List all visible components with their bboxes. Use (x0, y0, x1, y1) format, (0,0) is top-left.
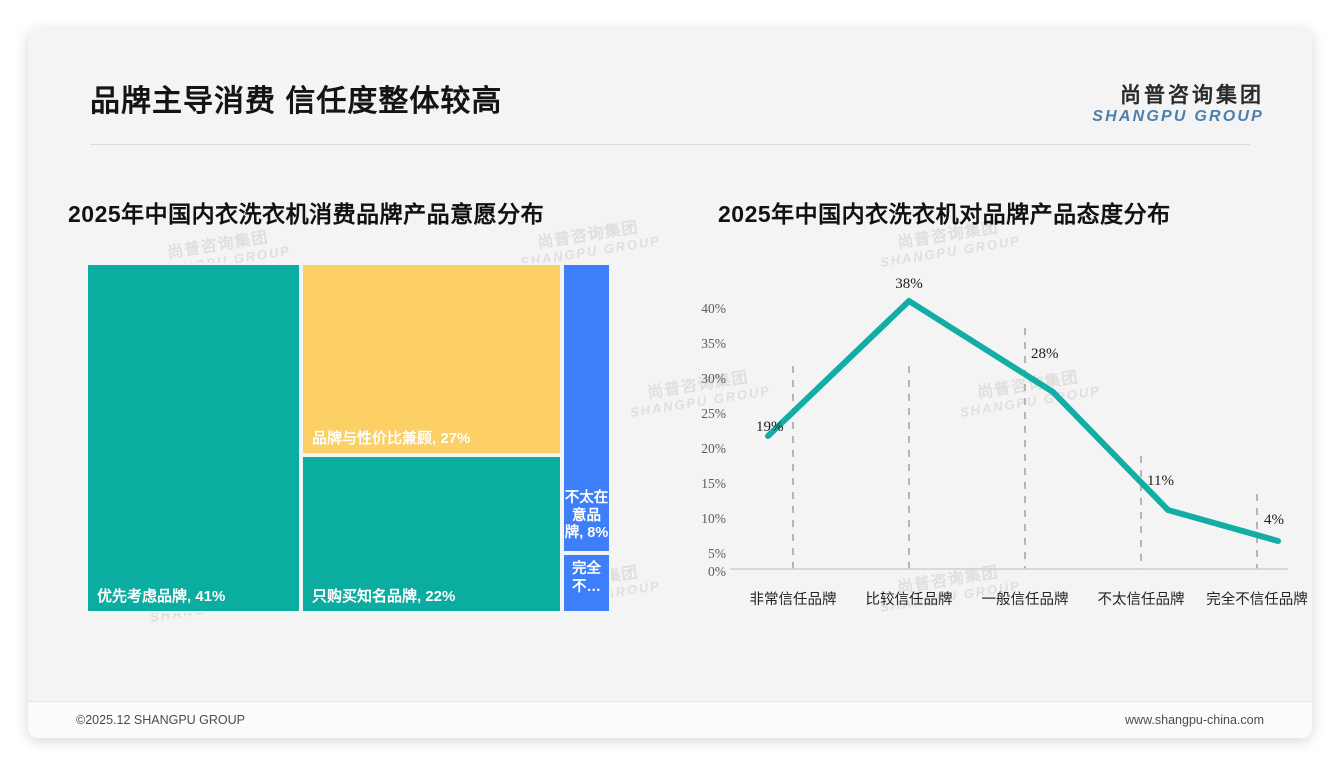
data-label: 4% (1264, 512, 1284, 528)
brand-logo-en: SHANGPU GROUP (1092, 107, 1264, 125)
data-series-line[interactable] (765, 298, 1281, 544)
x-axis-label-low-trust: 不太信任品牌 (1097, 592, 1185, 608)
line-chart: 40% 35% 30% 25% 20% 15% 10% 5% 0% 19% 38… (668, 266, 1308, 626)
x-axis-label-very-trust: 非常信任品牌 (749, 592, 837, 608)
slide-canvas: 尚普咨询集团 SHANGPU GROUP 尚普咨询集团 SHANGPU GROU… (28, 28, 1312, 738)
y-tick-label: 35% (701, 336, 726, 351)
watermark-en: SHANGPU GROUP (878, 232, 1022, 270)
y-tick-label: 0% (708, 564, 726, 579)
slide-header: 品牌主导消费 信任度整体较高 尚普咨询集团 SHANGPU GROUP (28, 28, 1312, 146)
y-tick-label: 25% (701, 406, 726, 421)
treemap-cell-brand-and-value[interactable]: 品牌与性价比兼顾, 27% (301, 263, 562, 455)
x-axis-label-somewhat-trust: 比较信任品牌 (865, 592, 953, 608)
treemap-cell-priority-brand[interactable]: 优先考虑品牌, 41% (86, 263, 301, 613)
treemap-cell-low-brand-care[interactable]: 不太在意品牌, 8% (562, 263, 611, 553)
y-tick-label: 40% (701, 301, 726, 316)
y-tick-label: 5% (708, 546, 726, 561)
treemap-cell-famous-brand-only[interactable]: 只购买知名品牌, 22% (301, 455, 562, 613)
treemap-cell-label: 优先考虑品牌, 41% (97, 587, 226, 605)
data-label: 38% (895, 276, 923, 292)
right-chart-title: 2025年中国内衣洗衣机对品牌产品态度分布 (718, 201, 1171, 227)
data-label: 11% (1147, 473, 1174, 489)
x-axis-label-neutral-trust: 一般信任品牌 (981, 592, 1069, 608)
treemap-cell-label: 只购买知名品牌, 22% (312, 587, 456, 605)
slide-footer: ©2025.12 SHANGPU GROUP www.shangpu-china… (28, 701, 1312, 738)
left-chart-title: 2025年中国内衣洗衣机消费品牌产品意愿分布 (68, 201, 545, 227)
y-tick-label: 20% (701, 441, 726, 456)
treemap-cell-label: 完全不… (572, 561, 601, 595)
treemap-cell-label: 不太在意品牌, 8% (564, 489, 609, 542)
y-tick-label: 15% (701, 476, 726, 491)
brand-logo: 尚普咨询集团 SHANGPU GROUP (1092, 84, 1264, 125)
y-tick-label: 30% (701, 371, 726, 386)
treemap-cell-no-brand-care[interactable]: 完全不… (562, 553, 611, 613)
data-label: 28% (1031, 346, 1059, 362)
watermark-cn: 尚普咨询集团 (166, 229, 270, 262)
brand-logo-cn: 尚普咨询集团 (1120, 84, 1264, 107)
data-label: 19% (756, 419, 784, 435)
y-tick-label: 10% (701, 511, 726, 526)
line-chart-svg: 40% 35% 30% 25% 20% 15% 10% 5% 0% 19% 38… (701, 276, 1288, 579)
x-axis-label-no-trust: 完全不信任品牌 (1206, 592, 1308, 608)
header-divider (90, 144, 1250, 145)
footer-website[interactable]: www.shangpu-china.com (1125, 713, 1264, 727)
page-title: 品牌主导消费 信任度整体较高 (90, 85, 503, 118)
treemap-chart: 优先考虑品牌, 41% 品牌与性价比兼顾, 27% 只购买知名品牌, 22% 不… (86, 263, 611, 613)
treemap-cell-label: 品牌与性价比兼顾, 27% (312, 429, 471, 447)
footer-copyright: ©2025.12 SHANGPU GROUP (76, 713, 245, 727)
